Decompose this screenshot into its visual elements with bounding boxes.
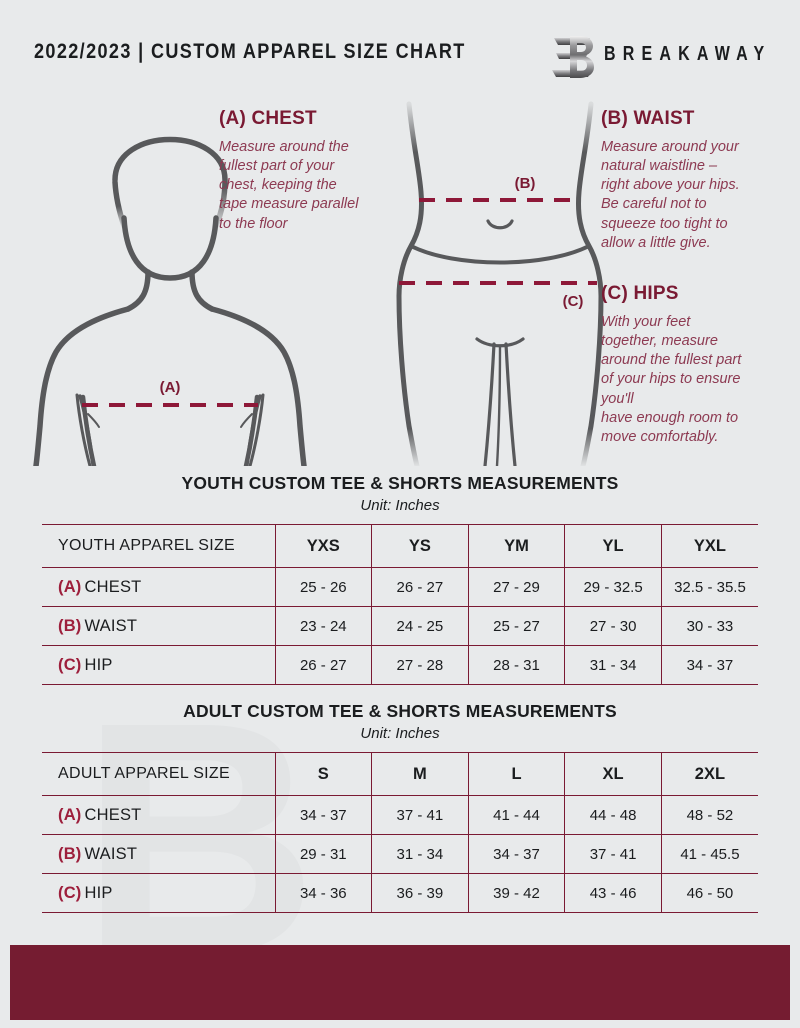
- adult-size-col-3: XL: [564, 752, 662, 796]
- adult-hip-m: 36 - 39: [371, 873, 469, 913]
- youth-row-label-waist: (B) WAIST: [42, 606, 275, 646]
- table-row: (C) HIP 26 - 27 27 - 28 28 - 31 31 - 34 3…: [42, 645, 758, 685]
- adult-table-header-row: ADULT APPAREL SIZE S M L XL 2XL: [42, 752, 758, 796]
- measurement-diagrams: (A): [0, 96, 800, 469]
- youth-waist-yxs: 23 - 24: [274, 606, 372, 646]
- youth-row-tag-c: (C): [58, 655, 82, 674]
- breakaway-b-logo-icon: [546, 30, 600, 82]
- lower-body-figure: (B) (C): [385, 96, 615, 471]
- adult-waist-l: 34 - 37: [467, 834, 565, 874]
- adult-waist-m: 31 - 34: [371, 834, 469, 874]
- youth-size-table: YOUTH APPAREL SIZE YXS YS YM YL YXL (A) C…: [42, 524, 758, 685]
- adult-hip-l: 39 - 42: [467, 873, 565, 913]
- youth-table-header-row: YOUTH APPAREL SIZE YXS YS YM YL YXL: [42, 524, 758, 568]
- youth-hip-yl: 31 - 34: [564, 645, 662, 685]
- callout-waist-body: Measure around your natural waistline – …: [601, 139, 740, 251]
- adult-hip-s: 34 - 36: [274, 873, 372, 913]
- upper-body-figure: (A): [20, 96, 320, 471]
- youth-table-unit: Unit: Inches: [360, 497, 440, 514]
- adult-row-label-waist: (B) WAIST: [42, 834, 275, 874]
- youth-hip-yxs: 26 - 27: [274, 645, 372, 685]
- callout-chest: (A) CHEST Measure around the fullest par…: [219, 108, 394, 234]
- youth-waist-yxl: 30 - 33: [660, 606, 758, 646]
- brand-wordmark: BREAKAWAY: [604, 43, 772, 65]
- youth-size-col-2: YM: [467, 524, 565, 568]
- adult-chest-s: 34 - 37: [274, 795, 372, 835]
- chest-measure-label: (A): [160, 379, 181, 396]
- youth-row-header-label: YOUTH APPAREL SIZE: [42, 524, 275, 568]
- adult-row-label-chest: (A) CHEST: [42, 795, 275, 835]
- adult-hip-2xl: 46 - 50: [660, 873, 758, 913]
- adult-hip-xl: 43 - 46: [564, 873, 662, 913]
- adult-size-col-1: M: [371, 752, 469, 796]
- adult-size-col-4: 2XL: [660, 752, 758, 796]
- adult-row-tag-b: (B): [58, 844, 82, 863]
- youth-table-title: YOUTH CUSTOM TEE & SHORTS MEASUREMENTS: [181, 473, 619, 493]
- youth-row-tag-a: (A): [58, 577, 82, 596]
- adult-chest-m: 37 - 41: [371, 795, 469, 835]
- youth-hip-ym: 28 - 31: [467, 645, 565, 685]
- youth-row-label-hip: (C) HIP: [42, 645, 275, 685]
- youth-row-name-chest: CHEST: [84, 577, 142, 596]
- adult-size-section: ADULT CUSTOM TEE & SHORTS MEASUREMENTS U…: [42, 701, 758, 913]
- hip-measure-label: (C): [563, 293, 584, 310]
- adult-chest-l: 41 - 44: [467, 795, 565, 835]
- waist-measure-label: (B): [515, 175, 536, 192]
- youth-row-name-hip: HIP: [84, 655, 113, 674]
- footer-bar: [10, 945, 790, 1020]
- callout-chest-title: (A) CHEST: [219, 108, 317, 129]
- table-row: (B) WAIST 29 - 31 31 - 34 34 - 37 37 - 41…: [42, 834, 758, 874]
- table-row: (C) HIP 34 - 36 36 - 39 39 - 42 43 - 46 4…: [42, 873, 758, 913]
- callout-hips-body: With your feet together, measure around …: [601, 314, 742, 445]
- adult-waist-xl: 37 - 41: [564, 834, 662, 874]
- youth-chest-yxs: 25 - 26: [274, 567, 372, 607]
- adult-row-name-hip: HIP: [84, 883, 113, 902]
- callout-waist-title: (B) WAIST: [601, 108, 695, 129]
- table-row: (A) CHEST 34 - 37 37 - 41 41 - 44 44 - 48…: [42, 795, 758, 835]
- adult-table-title: ADULT CUSTOM TEE & SHORTS MEASUREMENTS: [183, 701, 617, 721]
- youth-waist-ys: 24 - 25: [371, 606, 469, 646]
- youth-size-col-4: YXL: [660, 524, 758, 568]
- adult-row-tag-c: (C): [58, 883, 82, 902]
- youth-chest-ym: 27 - 29: [467, 567, 565, 607]
- adult-row-name-chest: CHEST: [84, 805, 142, 824]
- youth-size-col-3: YL: [564, 524, 662, 568]
- adult-chest-2xl: 48 - 52: [660, 795, 758, 835]
- youth-size-section: YOUTH CUSTOM TEE & SHORTS MEASUREMENTS U…: [42, 473, 758, 685]
- youth-chest-ys: 26 - 27: [371, 567, 469, 607]
- adult-row-header-label: ADULT APPAREL SIZE: [42, 752, 275, 796]
- callout-chest-body: Measure around the fullest part of your …: [219, 139, 359, 232]
- callout-waist: (B) WAIST Measure around your natural wa…: [601, 108, 781, 253]
- page-header: 2022/2023 | CUSTOM APPAREL SIZE CHART: [0, 0, 800, 96]
- youth-chest-yl: 29 - 32.5: [564, 567, 662, 607]
- adult-size-col-2: L: [467, 752, 565, 796]
- adult-waist-s: 29 - 31: [274, 834, 372, 874]
- callout-hips: (C) HIPS With your feet together, measur…: [601, 283, 781, 447]
- adult-size-table: ADULT APPAREL SIZE S M L XL 2XL (A) CHEST…: [42, 752, 758, 913]
- adult-waist-2xl: 41 - 45.5: [660, 834, 758, 874]
- youth-waist-yl: 27 - 30: [564, 606, 662, 646]
- adult-table-unit: Unit: Inches: [360, 725, 440, 742]
- adult-chest-xl: 44 - 48: [564, 795, 662, 835]
- adult-row-tag-a: (A): [58, 805, 82, 824]
- youth-hip-yxl: 34 - 37: [660, 645, 758, 685]
- callout-hips-title: (C) HIPS: [601, 283, 679, 304]
- youth-waist-ym: 25 - 27: [467, 606, 565, 646]
- youth-size-col-1: YS: [371, 524, 469, 568]
- youth-hip-ys: 27 - 28: [371, 645, 469, 685]
- adult-row-name-waist: WAIST: [84, 844, 138, 863]
- table-row: (B) WAIST 23 - 24 24 - 25 25 - 27 27 - 30…: [42, 606, 758, 646]
- youth-chest-yxl: 32.5 - 35.5: [660, 567, 758, 607]
- page-title: 2022/2023 | CUSTOM APPAREL SIZE CHART: [34, 40, 466, 63]
- youth-row-name-waist: WAIST: [84, 616, 138, 635]
- youth-row-label-chest: (A) CHEST: [42, 567, 275, 607]
- adult-row-label-hip: (C) HIP: [42, 873, 275, 913]
- table-row: (A) CHEST 25 - 26 26 - 27 27 - 29 29 - 32…: [42, 567, 758, 607]
- youth-row-tag-b: (B): [58, 616, 82, 635]
- youth-size-col-0: YXS: [274, 524, 372, 568]
- adult-size-col-0: S: [274, 752, 372, 796]
